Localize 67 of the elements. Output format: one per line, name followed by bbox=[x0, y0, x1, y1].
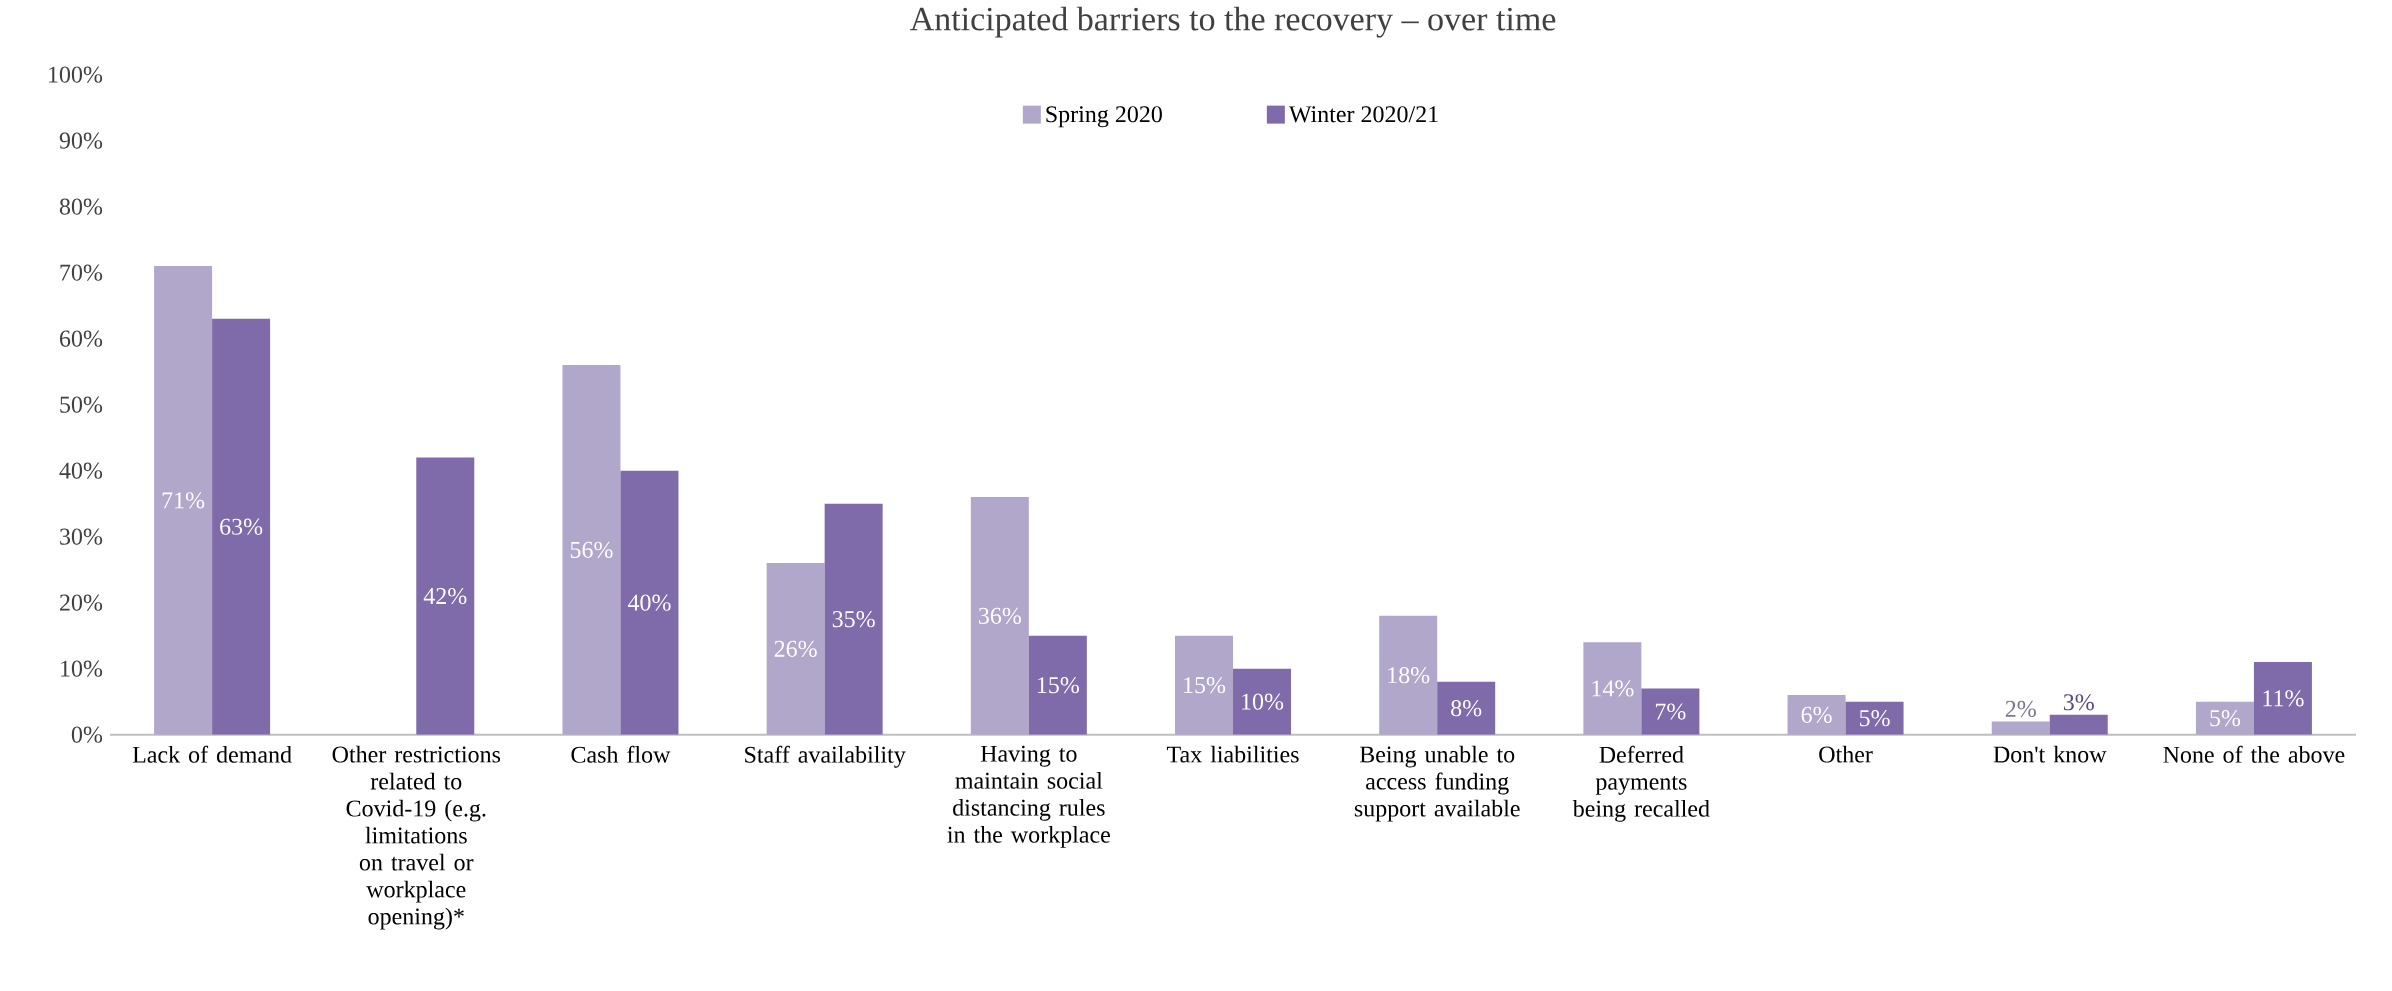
data-label: 8% bbox=[1451, 700, 1482, 717]
y-tick-label: 40% bbox=[59, 462, 103, 479]
data-label: 71% bbox=[162, 492, 205, 509]
data-label: 35% bbox=[832, 611, 875, 628]
data-label: 5% bbox=[1859, 710, 1890, 727]
legend-label: Spring 2020 bbox=[1046, 106, 1162, 128]
bar bbox=[2253, 662, 2312, 735]
data-label: 40% bbox=[627, 594, 671, 611]
data-label: 6% bbox=[1801, 706, 1832, 724]
x-tick-label: Tax liabilities bbox=[1166, 745, 1299, 763]
bar bbox=[1991, 721, 2050, 735]
legend-label: Winter 2020/21 bbox=[1288, 106, 1438, 123]
x-tick-label: Staff availability bbox=[745, 745, 906, 768]
y-tick-label: 0% bbox=[71, 726, 103, 743]
y-tick-label: 60% bbox=[59, 330, 103, 347]
bar bbox=[1379, 616, 1438, 735]
bar bbox=[1175, 635, 1234, 735]
data-label: 36% bbox=[978, 607, 1021, 625]
x-tick-label: Deferred payments being recalled bbox=[1572, 745, 1710, 822]
bar bbox=[1437, 682, 1496, 735]
y-tick-label: 30% bbox=[60, 528, 103, 545]
bar bbox=[970, 497, 1029, 735]
x-tick-label: Lack of demand bbox=[132, 745, 292, 764]
data-label: 5% bbox=[2210, 710, 2241, 727]
data-label: 11% bbox=[2263, 690, 2304, 707]
bar bbox=[620, 470, 679, 735]
y-tick-label: 50% bbox=[60, 396, 103, 413]
data-label: 63% bbox=[220, 518, 263, 536]
x-tick-label: None of the above bbox=[2163, 745, 2345, 764]
bar bbox=[416, 457, 475, 735]
data-label: 10% bbox=[1242, 693, 1284, 710]
y-tick-label: 90% bbox=[59, 132, 103, 149]
bar bbox=[2049, 715, 2108, 735]
x-tick-label: Being unable to access funding support available bbox=[1354, 745, 1520, 822]
x-tick-label: Other bbox=[1819, 745, 1873, 763]
data-label: 2% bbox=[2005, 700, 2036, 718]
data-label: 15% bbox=[1037, 677, 1079, 694]
bar bbox=[766, 563, 825, 735]
x-tick-label: Don't know bbox=[1993, 745, 2107, 763]
y-tick-label: 20% bbox=[60, 594, 103, 611]
x-tick-label: Other restrictions related to Covid-19 (e.g. limitations on travel or workplace opening)* bbox=[332, 745, 501, 930]
bar bbox=[1233, 668, 1292, 735]
data-label: 26% bbox=[774, 640, 817, 658]
bar bbox=[1028, 635, 1087, 735]
bar bbox=[154, 266, 213, 735]
y-tick-label: 80% bbox=[59, 198, 103, 215]
data-label: 42% bbox=[423, 588, 467, 605]
y-tick-label: 70% bbox=[60, 264, 103, 281]
x-tick-label: Having to maintain social distancing rules in the workplace bbox=[947, 745, 1110, 848]
y-tick-label: 10% bbox=[61, 660, 103, 677]
chart-title: Anticipated barriers to the recovery – over time bbox=[910, 6, 1556, 38]
bar bbox=[1583, 642, 1642, 735]
data-label: 18% bbox=[1388, 667, 1430, 684]
data-label: 14% bbox=[1592, 680, 1634, 697]
bar bbox=[1641, 688, 1700, 735]
bar bbox=[824, 503, 883, 735]
data-label: 3% bbox=[2063, 694, 2094, 711]
y-tick-label: 100% bbox=[49, 66, 103, 83]
bar bbox=[212, 319, 271, 735]
bar bbox=[1845, 701, 1904, 735]
bar bbox=[562, 365, 621, 735]
bar bbox=[1787, 695, 1846, 735]
x-tick-label: Cash flow bbox=[571, 745, 671, 764]
data-label: 56% bbox=[570, 541, 613, 559]
data-label: 15% bbox=[1184, 677, 1226, 694]
data-label: 7% bbox=[1655, 703, 1686, 720]
bar bbox=[2195, 701, 2254, 735]
